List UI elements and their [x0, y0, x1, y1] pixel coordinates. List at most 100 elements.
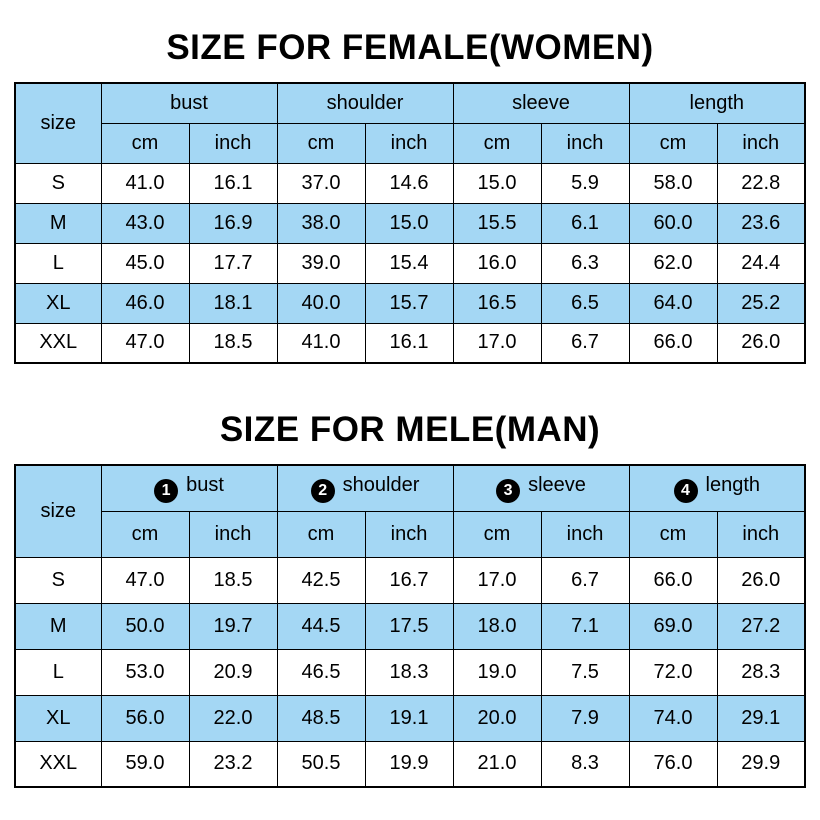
value-cell: 69.0: [628, 602, 718, 650]
male-size-section: SIZE FOR MELE(MAN) size 1 bust 2 shoulder …: [0, 364, 820, 788]
value-cell: 18.5: [188, 556, 278, 604]
unit-cell: cm: [452, 122, 542, 164]
unit-cell: cm: [628, 122, 718, 164]
male-col-group-length: 4 length: [628, 464, 806, 512]
value-cell: 47.0: [100, 322, 190, 364]
male-unit-row: cm inch cm inch cm inch cm inch: [15, 510, 806, 558]
value-cell: 45.0: [100, 242, 190, 284]
value-cell: 17.7: [188, 242, 278, 284]
unit-cell: inch: [716, 510, 806, 558]
female-corner-header: size: [14, 82, 102, 164]
value-cell: 15.7: [364, 282, 454, 324]
value-cell: 28.3: [716, 648, 806, 696]
value-cell: 46.0: [100, 282, 190, 324]
unit-cell: cm: [452, 510, 542, 558]
unit-cell: inch: [716, 122, 806, 164]
value-cell: 60.0: [628, 202, 718, 244]
number-2-badge-icon: 2: [310, 478, 335, 503]
value-cell: 5.9: [540, 162, 630, 204]
value-cell: 19.1: [364, 694, 454, 742]
male-size-table: size 1 bust 2 shoulder 3 sleeve 4 length cm …: [14, 464, 806, 788]
value-cell: 42.5: [276, 556, 366, 604]
value-cell: 7.9: [540, 694, 630, 742]
value-cell: 18.3: [364, 648, 454, 696]
value-cell: 25.2: [716, 282, 806, 324]
value-cell: 18.1: [188, 282, 278, 324]
table-row: S 41.0 16.1 37.0 14.6 15.0 5.9 58.0 22.8: [14, 162, 806, 204]
value-cell: 6.5: [540, 282, 630, 324]
number-1-badge-icon: 1: [154, 478, 179, 503]
female-unit-row: cm inch cm inch cm inch cm inch: [15, 122, 806, 164]
size-cell: M: [14, 602, 102, 650]
value-cell: 19.0: [452, 648, 542, 696]
value-cell: 38.0: [276, 202, 366, 244]
female-header-row: size bust shoulder sleeve length: [14, 82, 806, 164]
unit-cell: cm: [276, 510, 366, 558]
value-cell: 29.1: [716, 694, 806, 742]
value-cell: 14.6: [364, 162, 454, 204]
unit-cell: inch: [364, 122, 454, 164]
size-cell: L: [14, 648, 102, 696]
value-cell: 7.1: [540, 602, 630, 650]
value-cell: 72.0: [628, 648, 718, 696]
value-cell: 37.0: [276, 162, 366, 204]
value-cell: 64.0: [628, 282, 718, 324]
unit-cell: inch: [364, 510, 454, 558]
value-cell: 16.0: [452, 242, 542, 284]
value-cell: 50.5: [276, 740, 366, 788]
value-cell: 66.0: [628, 556, 718, 604]
female-col-group-shoulder: shoulder: [276, 82, 454, 124]
value-cell: 56.0: [100, 694, 190, 742]
value-cell: 23.2: [188, 740, 278, 788]
value-cell: 15.4: [364, 242, 454, 284]
table-row: XXL 59.0 23.2 50.5 19.9 21.0 8.3 76.0 29…: [14, 740, 806, 788]
female-size-table: size bust shoulder sleeve length cm inch…: [14, 82, 806, 364]
male-col-group-sleeve-label: sleeve: [528, 473, 586, 496]
value-cell: 15.0: [364, 202, 454, 244]
value-cell: 6.3: [540, 242, 630, 284]
size-cell: XL: [14, 282, 102, 324]
table-row: L 45.0 17.7 39.0 15.4 16.0 6.3 62.0 24.4: [14, 242, 806, 284]
value-cell: 47.0: [100, 556, 190, 604]
unit-cell: inch: [540, 510, 630, 558]
size-cell: XXL: [14, 322, 102, 364]
male-corner-header: size: [14, 464, 102, 558]
value-cell: 74.0: [628, 694, 718, 742]
male-col-group-bust: 1 bust: [100, 464, 278, 512]
value-cell: 76.0: [628, 740, 718, 788]
table-row: S 47.0 18.5 42.5 16.7 17.0 6.7 66.0 26.0: [14, 556, 806, 604]
number-3-badge-icon: 3: [496, 478, 521, 503]
unit-cell: inch: [540, 122, 630, 164]
value-cell: 62.0: [628, 242, 718, 284]
value-cell: 23.6: [716, 202, 806, 244]
value-cell: 27.2: [716, 602, 806, 650]
male-header-row: size 1 bust 2 shoulder 3 sleeve 4 length: [14, 464, 806, 558]
male-section-title: SIZE FOR MELE(MAN): [219, 410, 601, 449]
value-cell: 15.0: [452, 162, 542, 204]
female-section-title: SIZE FOR FEMALE(WOMEN): [166, 28, 654, 67]
value-cell: 24.4: [716, 242, 806, 284]
value-cell: 46.5: [276, 648, 366, 696]
size-cell: XXL: [14, 740, 102, 788]
value-cell: 39.0: [276, 242, 366, 284]
male-col-group-bust-label: bust: [186, 473, 224, 496]
unit-cell: cm: [276, 122, 366, 164]
male-col-group-shoulder-label: shoulder: [342, 473, 420, 496]
value-cell: 16.5: [452, 282, 542, 324]
value-cell: 16.1: [364, 322, 454, 364]
value-cell: 26.0: [716, 322, 806, 364]
table-row: XL 46.0 18.1 40.0 15.7 16.5 6.5 64.0 25.…: [14, 282, 806, 324]
value-cell: 48.5: [276, 694, 366, 742]
value-cell: 18.5: [188, 322, 278, 364]
value-cell: 17.5: [364, 602, 454, 650]
value-cell: 58.0: [628, 162, 718, 204]
female-col-group-length: length: [628, 82, 806, 124]
value-cell: 22.0: [188, 694, 278, 742]
size-cell: XL: [14, 694, 102, 742]
size-cell: S: [14, 556, 102, 604]
value-cell: 44.5: [276, 602, 366, 650]
unit-cell: inch: [188, 510, 278, 558]
value-cell: 17.0: [452, 322, 542, 364]
value-cell: 43.0: [100, 202, 190, 244]
value-cell: 18.0: [452, 602, 542, 650]
